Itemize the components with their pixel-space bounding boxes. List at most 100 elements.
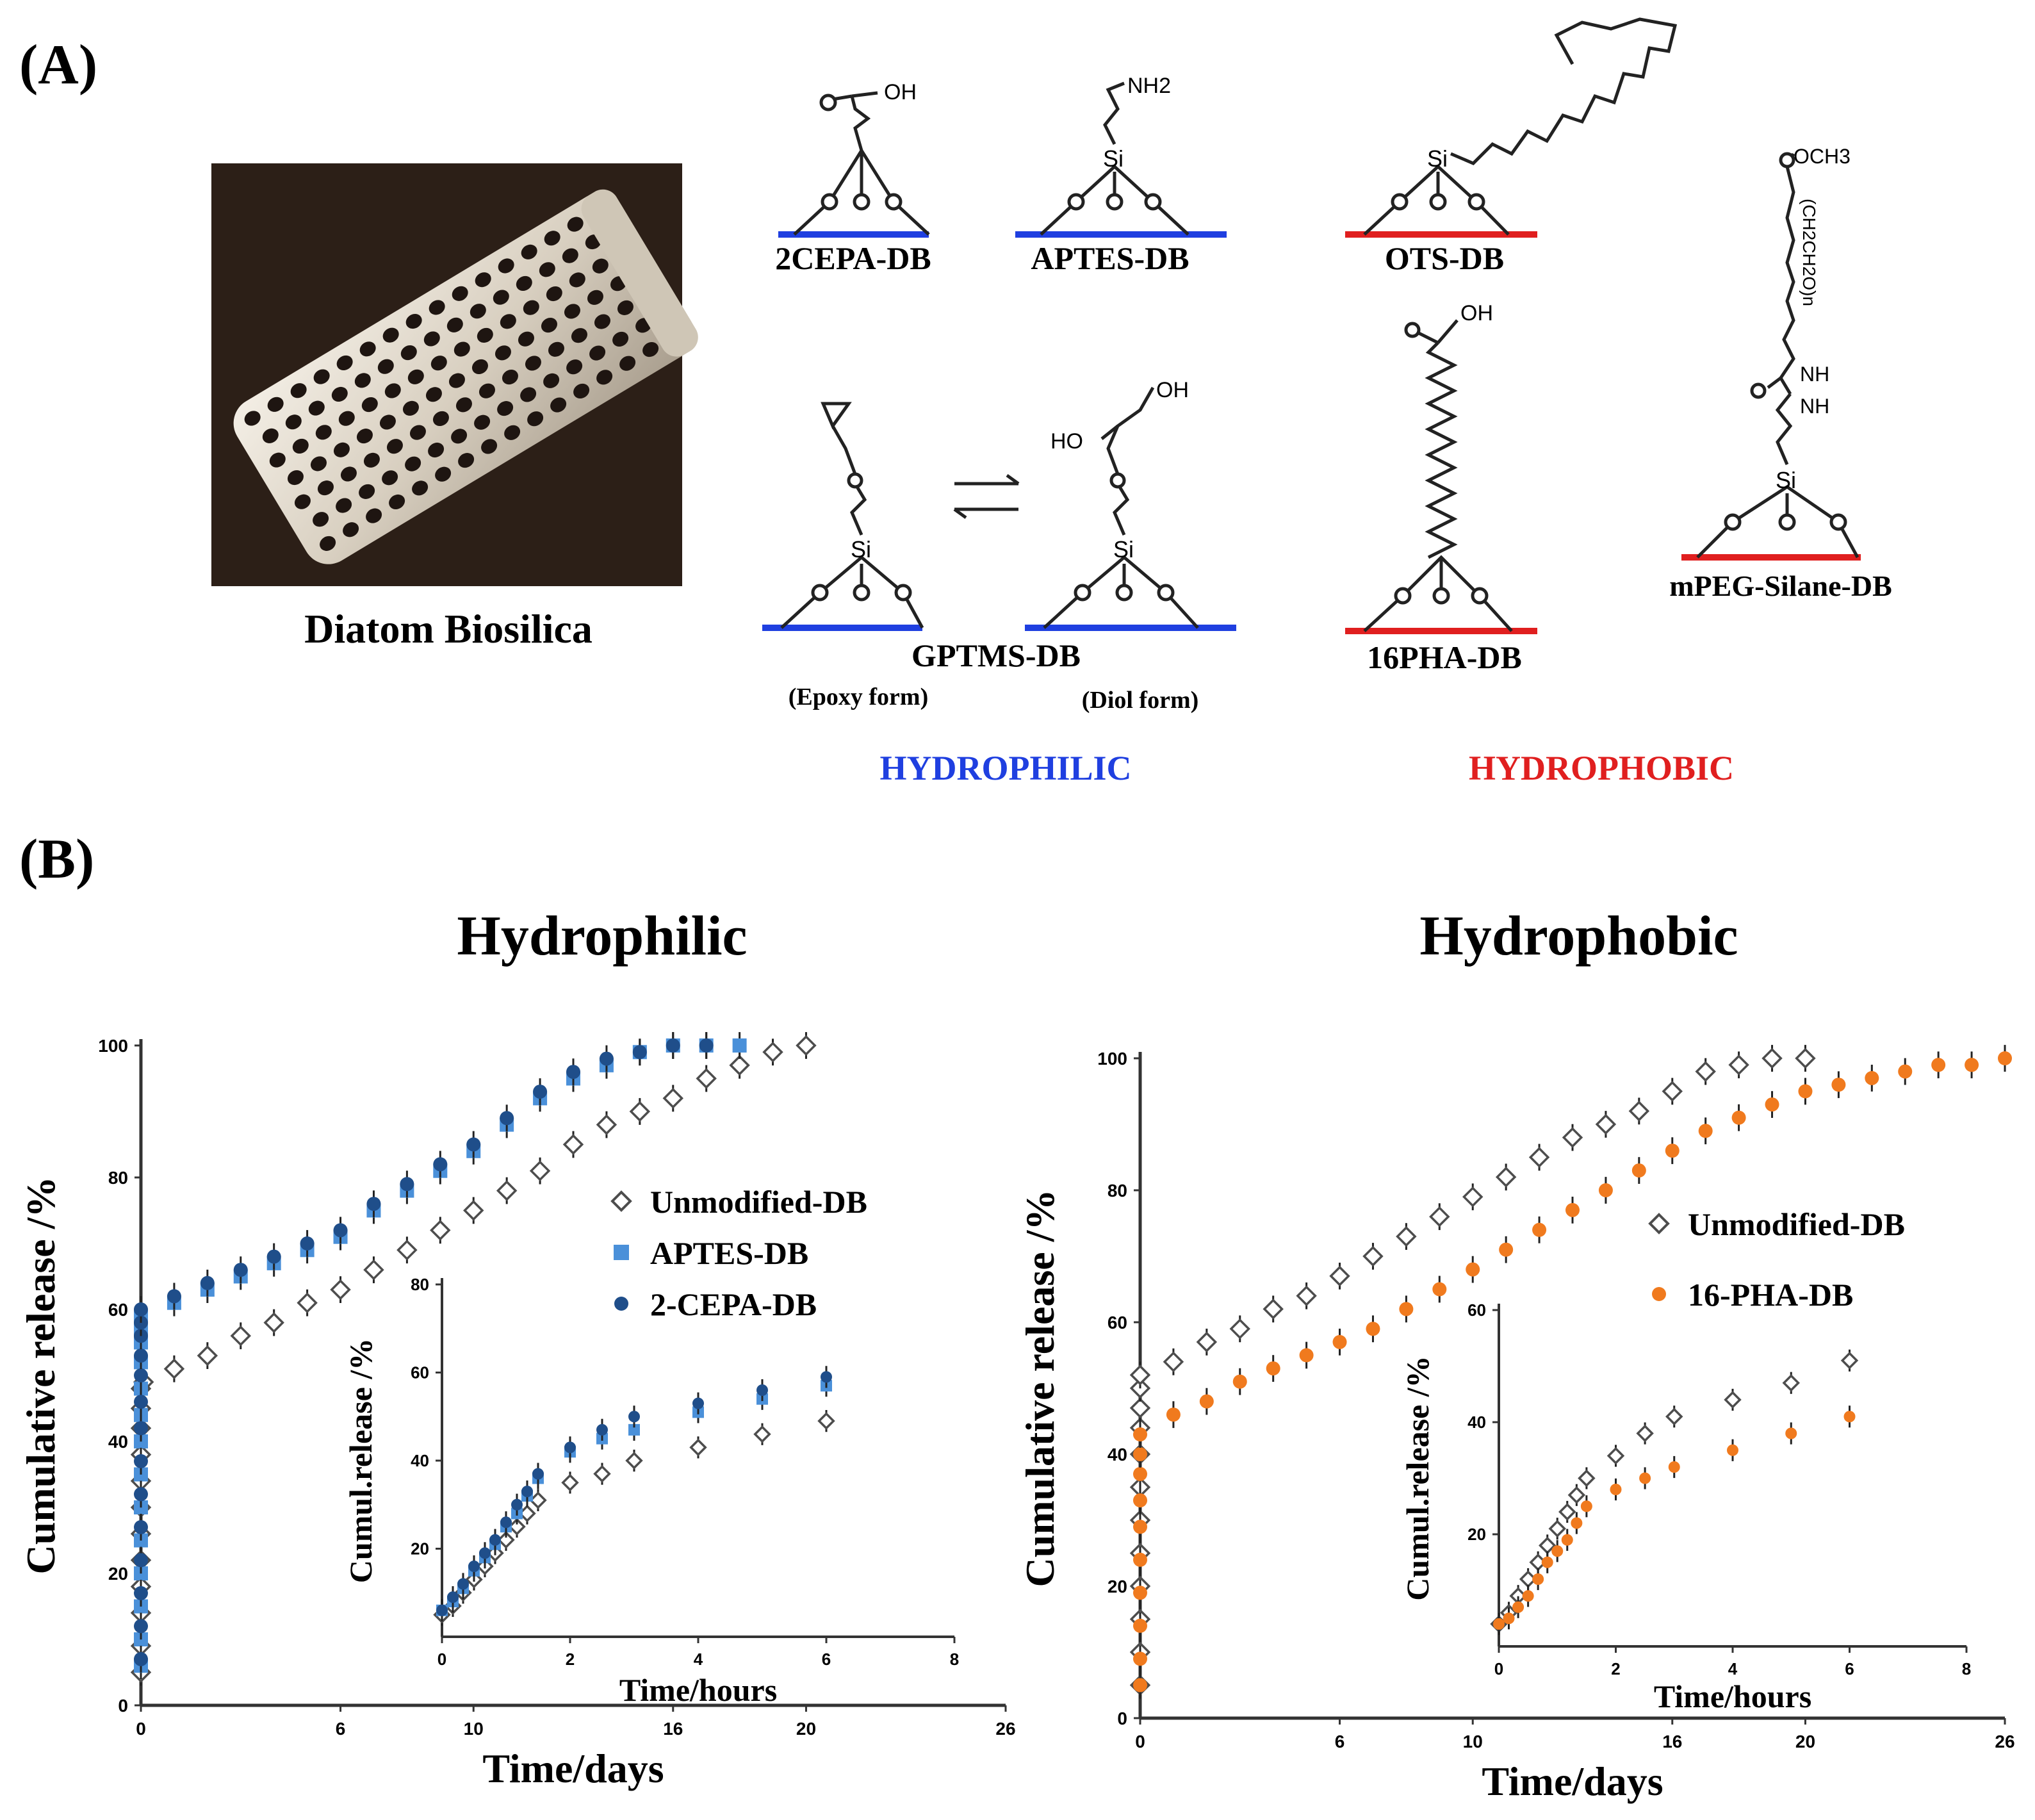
structure-gptms-diol-form: (Diol form) xyxy=(1082,687,1199,714)
hydrophilic-main-point xyxy=(134,1421,148,1436)
hydrophobic-main-point xyxy=(1366,1322,1380,1336)
hydrophobic-inset-point xyxy=(1636,1424,1654,1443)
hydrophobic-main-x-tick-label: 10 xyxy=(1463,1732,1483,1751)
hydrophobic-main-point xyxy=(1133,1552,1147,1567)
hydrophilic-main-point xyxy=(396,1240,418,1261)
structure-aptes-name: APTES-DB xyxy=(1031,240,1189,276)
hydrophobic-inset-point xyxy=(1493,1618,1505,1630)
hydrophobic-inset-point xyxy=(1522,1590,1534,1602)
hydrophobic-main-point xyxy=(1133,1652,1147,1666)
hydrophobic-main-point xyxy=(1166,1407,1181,1422)
hydrophilic-inset-y-tick-label: 60 xyxy=(411,1363,429,1382)
hydrophilic-inset-point xyxy=(692,1397,704,1409)
hydrophilic-main-point xyxy=(433,1157,448,1172)
hydrophilic-inset-point xyxy=(436,1604,448,1616)
hydrophobic-inset-x-tick-label: 2 xyxy=(1611,1659,1620,1678)
hydrophilic-main-legend-marker xyxy=(610,1190,632,1212)
hydrophobic-main-point xyxy=(1865,1070,1879,1085)
hydrophobic-main-y-label: Cumulative release /% xyxy=(1017,1190,1063,1587)
hydrophobic-main-legend-label: 16-PHA-DB xyxy=(1688,1277,1853,1313)
hydrophilic-main-y-tick-label: 0 xyxy=(118,1696,128,1716)
hydrophobic-main-point xyxy=(1466,1262,1480,1277)
hydrophobic-main-point xyxy=(1595,1113,1617,1135)
hydrophobic-main-point xyxy=(1662,1081,1683,1102)
hydrophilic-main-legend-marker xyxy=(614,1297,628,1311)
hydrophobic-main-point xyxy=(1133,1520,1147,1534)
hydrophilic-main-point xyxy=(366,1197,381,1211)
hydrophilic-inset-point xyxy=(564,1441,576,1454)
hydrophobic-inset-point xyxy=(1551,1545,1564,1557)
structure-ots-name: OTS-DB xyxy=(1385,240,1504,276)
hydrophobic-main-point xyxy=(1931,1058,1946,1072)
structure-16pha-name: 16PHA-DB xyxy=(1367,639,1522,675)
hydrophobic-main-point xyxy=(1598,1183,1613,1197)
hydrophobic-main-series-0 xyxy=(1129,1045,1816,1699)
hydrophilic-main-point xyxy=(629,1101,651,1122)
hydrophilic-inset-point xyxy=(489,1534,501,1546)
hydrophilic-main-y-label: Cumulative release /% xyxy=(18,1177,63,1575)
hydrophobic-main-y-tick-label: 100 xyxy=(1097,1049,1127,1069)
hydrophilic-main-y-tick-label: 100 xyxy=(98,1036,128,1056)
hydrophobic-inset-point xyxy=(1843,1411,1856,1423)
hydrophilic-main-x-label: Time/days xyxy=(482,1746,664,1791)
hydrophobic-main-point xyxy=(1665,1144,1679,1158)
hydrophilic-inset-point xyxy=(479,1547,491,1559)
hydrophobic-main-point xyxy=(1462,1186,1483,1208)
hydrophilic-main-x-tick-label: 0 xyxy=(136,1719,146,1739)
hydrophilic-main-legend-label: APTES-DB xyxy=(650,1235,808,1271)
hydrophobic-main-point xyxy=(1562,1127,1583,1148)
hydrophilic-inset-y-label: Cumul.release /% xyxy=(343,1338,379,1583)
hydrophilic-chart-title: Hydrophilic xyxy=(457,905,747,967)
hydrophilic-main-point xyxy=(466,1137,481,1152)
hydrophobic-label: HYDROPHOBIC xyxy=(1469,749,1734,787)
hydrophilic-main-point xyxy=(632,1045,647,1060)
hydrophobic-main-point xyxy=(1761,1047,1783,1069)
hydrophilic-inset-point xyxy=(500,1516,512,1529)
structure-mpeg-nh-2: NH xyxy=(1800,395,1829,418)
diatom-pores xyxy=(244,217,659,551)
structure-aptes-si: Si xyxy=(1103,145,1124,172)
hydrophilic-main-point xyxy=(134,1395,148,1409)
diatom-photo xyxy=(211,163,698,586)
hydrophobic-inset-x-tick-label: 6 xyxy=(1845,1659,1854,1678)
hydrophobic-inset-x-tick-label: 0 xyxy=(1494,1659,1503,1678)
hydrophilic-inset-series-2 xyxy=(436,1366,832,1621)
hydrophilic-inset: 20 40 60 80 0 2 4 6 8 Time/hours Cumul.release /% xyxy=(343,1275,959,1708)
hydrophilic-main-point xyxy=(732,1038,747,1053)
hydrophobic-inset-point xyxy=(1567,1486,1586,1504)
hydrophobic-main-point xyxy=(1232,1374,1247,1389)
hydrophobic-inset-point xyxy=(1782,1374,1800,1392)
hydrophilic-inset-point xyxy=(625,1452,643,1470)
hydrophobic-main-point xyxy=(1731,1110,1746,1125)
hydrophilic-inset-point xyxy=(532,1468,544,1480)
hydrophilic-inset-point xyxy=(689,1438,707,1457)
hydrophilic-main-point xyxy=(297,1292,318,1313)
hydrophilic-main-point xyxy=(599,1051,614,1066)
structure-mpeg-si: Si xyxy=(1776,467,1796,493)
structure-16pha-group: OH xyxy=(1460,301,1493,325)
hydrophobic-inset-point xyxy=(1785,1427,1797,1439)
hydrophobic-main-point xyxy=(1133,1586,1147,1600)
hydrophobic-main-y-tick-label: 0 xyxy=(1117,1709,1127,1728)
hydrophobic-main-point xyxy=(1133,1427,1147,1442)
hydrophilic-inset-point xyxy=(529,1491,547,1509)
hydrophobic-main-point xyxy=(1695,1061,1716,1082)
structure-gptms-oh: OH xyxy=(1156,378,1189,402)
hydrophilic-main-point xyxy=(134,1487,148,1502)
hydrophobic-main-point xyxy=(1399,1302,1414,1316)
hydrophilic-main-point xyxy=(729,1054,750,1076)
hydrophilic-main-point xyxy=(463,1200,484,1221)
hydrophobic-inset-point xyxy=(1512,1601,1524,1613)
structure-ots xyxy=(1345,17,1678,238)
hydrophilic-main-point xyxy=(596,1114,617,1135)
hydrophobic-inset-point xyxy=(1840,1352,1859,1370)
hydrophilic-main-point xyxy=(796,1035,817,1056)
hydrophobic-inset-y-tick-label: 40 xyxy=(1467,1413,1486,1432)
hydrophilic-inset-point xyxy=(457,1578,469,1590)
hydrophobic-main-point xyxy=(1229,1318,1250,1340)
hydrophilic-inset-y-tick-label: 40 xyxy=(411,1451,429,1470)
hydrophilic-main-point xyxy=(197,1345,218,1366)
structure-gptms-epoxy-form: (Epoxy form) xyxy=(789,684,928,710)
hydrophilic-main-point xyxy=(529,1160,551,1181)
